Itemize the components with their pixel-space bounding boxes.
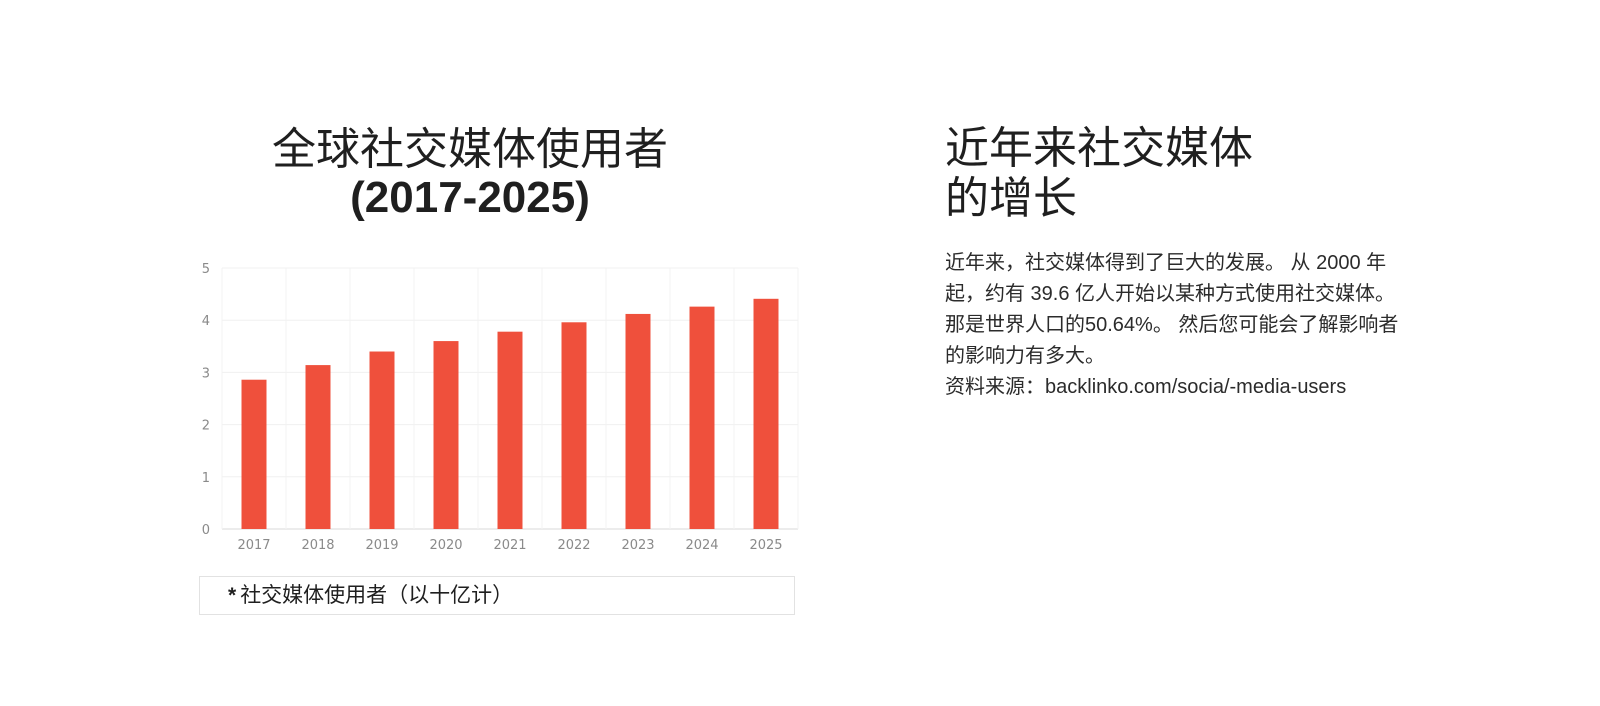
bar-2024 — [689, 306, 715, 529]
source-citation: 资料来源：backlinko.com/socia/-media-users — [945, 376, 1347, 398]
side-heading: 近年来社交媒体 的增长 — [945, 124, 1425, 224]
bar-2023 — [625, 313, 651, 529]
y-tick-label: 0 — [202, 523, 210, 538]
x-tick-label: 2024 — [685, 538, 718, 553]
bar-2019 — [369, 351, 395, 529]
body-line-1: 近年来，社交媒体得到了巨大的发展。 从 2000 年 — [945, 252, 1387, 274]
y-tick-label: 2 — [202, 419, 210, 434]
chart-subtitle: (2017-2025) — [350, 173, 590, 222]
side-heading-line-2: 的增长 — [945, 174, 1077, 223]
chart-title: 全球社交媒体使用者 (2017-2025) — [200, 126, 740, 222]
body-line-2: 起，约有 39.6 亿人开始以某种方式使用社交媒体。 — [945, 283, 1396, 305]
body-line-4: 的影响力有多大。 — [945, 345, 1105, 367]
side-body: 近年来，社交媒体得到了巨大的发展。 从 2000 年 起，约有 39.6 亿人开… — [945, 248, 1445, 403]
bar-2018 — [305, 365, 331, 529]
x-tick-label: 2021 — [493, 538, 526, 553]
bar-2020 — [433, 341, 459, 529]
bar-2017 — [241, 379, 267, 529]
x-tick-label: 2023 — [621, 538, 654, 553]
side-heading-line-1: 近年来社交媒体 — [945, 124, 1253, 173]
legend-marker: * — [228, 584, 237, 607]
chart-legend: * 社交媒体使用者（以十亿计） — [199, 576, 795, 615]
chart-title-main: 全球社交媒体使用者 — [272, 125, 668, 174]
bar-2025 — [753, 298, 779, 529]
x-tick-label: 2018 — [301, 538, 334, 553]
x-tick-label: 2017 — [237, 538, 270, 553]
bar-2022 — [561, 322, 587, 529]
x-tick-label: 2025 — [749, 538, 782, 553]
y-tick-label: 5 — [202, 262, 210, 277]
y-tick-label: 3 — [202, 366, 210, 381]
bar-2021 — [497, 331, 523, 529]
x-tick-label: 2019 — [365, 538, 398, 553]
legend-label: 社交媒体使用者（以十亿计） — [240, 584, 514, 607]
body-line-3: 那是世界人口的50.64%。 然后您可能会了解影响者 — [945, 314, 1399, 336]
y-tick-label: 4 — [202, 314, 210, 329]
x-tick-label: 2020 — [429, 538, 462, 553]
y-tick-label: 1 — [202, 471, 210, 486]
x-tick-label: 2022 — [557, 538, 590, 553]
bar-chart: 0 1 2 3 4 5 2017 2018 2019 2020 2021 2022 2023 2024 20… — [202, 262, 799, 553]
